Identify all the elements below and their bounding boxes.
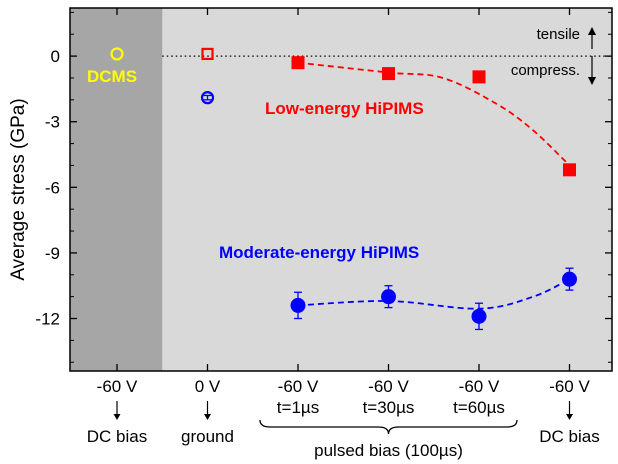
- trend-lines: [297, 61, 571, 310]
- plot-area: [70, 8, 612, 371]
- data-point-low-energy-hipims-2: [382, 67, 395, 81]
- group-label-pulsed-bias: pulsed bias (100µs): [314, 441, 463, 460]
- group-label-ground: ground: [181, 427, 234, 446]
- trend-line-2: [297, 278, 570, 310]
- data-point-moderate-energy-hipims-0: [200, 91, 215, 105]
- x-category-labels: -60 V 0 V -60 V t=1µs -60 V t=30µs -60 V t=60µs…: [97, 377, 591, 417]
- x-category-sublabel: t=30µs: [363, 398, 415, 417]
- data-point-low-energy-hipims-0: [201, 47, 214, 61]
- tensile-arrowhead: [588, 27, 596, 35]
- data-point-moderate-energy-hipims-4: [562, 271, 577, 287]
- tensile-label: tensile: [537, 26, 580, 43]
- group-arrows-and-brace: [113, 401, 573, 435]
- data-markers: [110, 47, 577, 324]
- y-tick-label: -3: [45, 113, 60, 132]
- data-point-low-energy-hipims-1: [291, 56, 305, 70]
- dc-bias-right-arrow-head: [566, 414, 573, 420]
- plot-frame: [69, 7, 613, 372]
- data-point-low-energy-hipims-4: [563, 163, 576, 177]
- x-category-label: -60 V: [459, 377, 500, 396]
- x-category-label: -60 V: [549, 377, 590, 396]
- trend-line-1: [297, 61, 571, 167]
- data-point-low-energy-hipims-3: [472, 70, 486, 84]
- group-label-dc-bias-left: DC bias: [87, 427, 147, 446]
- ground-arrow-head: [204, 414, 211, 420]
- error-bar-2-0: [203, 94, 212, 101]
- x-category-sublabel: t=1µs: [277, 398, 319, 417]
- x-category-label: -60 V: [368, 377, 409, 396]
- pulsed-bias-brace: [259, 419, 518, 435]
- data-point-moderate-energy-hipims-2: [381, 289, 396, 305]
- dc-bias-left-arrow-head: [113, 414, 121, 420]
- series-label-moderate-energy: Moderate-energy HiPIMS: [219, 243, 419, 262]
- axes: 0 -3 -6 -9 -12: [35, 7, 613, 372]
- dcms-shaded-region: [70, 8, 163, 371]
- y-tick-label: -12: [35, 310, 60, 329]
- compress-arrowhead: [588, 77, 596, 85]
- x-category-label: -60 V: [97, 377, 138, 396]
- stress-direction-arrows: [588, 27, 596, 85]
- y-tick-label: -9: [45, 244, 60, 263]
- y-tick-label: 0: [51, 47, 60, 66]
- data-point-moderate-energy-hipims-1: [290, 297, 306, 313]
- y-axis-label: Average stress (GPa): [8, 98, 29, 280]
- x-category-label: 0 V: [195, 377, 221, 396]
- group-label-dc-bias-right: DC bias: [539, 427, 599, 446]
- y-tick-label: -6: [45, 178, 60, 197]
- series-label-dcms: DCMS: [87, 67, 137, 86]
- data-point-dcms-0: [110, 47, 124, 61]
- series-label-low-energy: Low-energy HiPIMS: [265, 99, 424, 118]
- x-category-sublabel: t=60µs: [453, 398, 505, 417]
- x-category-label: -60 V: [278, 377, 319, 396]
- compress-label: compress.: [511, 62, 580, 79]
- data-point-moderate-energy-hipims-3: [471, 308, 487, 324]
